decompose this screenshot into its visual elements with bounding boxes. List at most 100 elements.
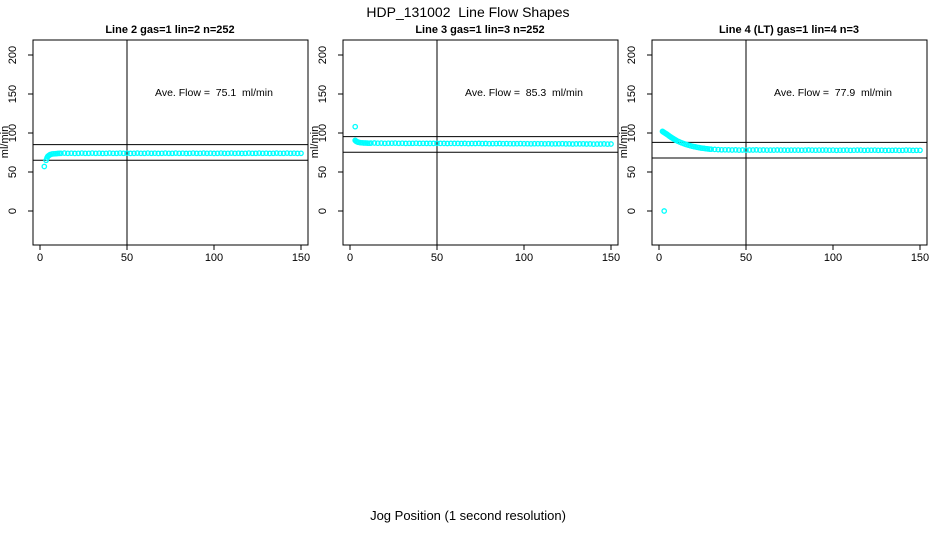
data-point — [266, 150, 273, 157]
data-point — [385, 140, 392, 147]
data-point — [538, 140, 545, 147]
data-point — [225, 150, 231, 157]
data-point — [528, 140, 534, 147]
data-point — [85, 150, 92, 157]
data-point — [781, 147, 788, 153]
ave-flow-annotation: Ave. Flow = 85.3 ml/min — [465, 87, 583, 99]
y-tick-label: 100 — [317, 124, 329, 142]
data-point — [608, 141, 614, 147]
data-point — [868, 147, 875, 154]
data-point — [368, 140, 374, 146]
data-point — [179, 150, 186, 157]
y-axis-label: ml/min — [309, 126, 321, 158]
data-point — [507, 140, 513, 147]
data-point — [92, 150, 99, 157]
plot-area: 0 50 100 150 0 50 100 150 200 — [317, 39, 620, 264]
data-point — [134, 150, 141, 156]
data-point — [68, 150, 75, 157]
data-point — [287, 150, 294, 157]
panel-line-2: Line 2 gas=1 lin=2 n=252 Ave. Flow = 75.… — [0, 24, 310, 264]
ave-flow-annotation: Ave. Flow = 77.9 ml/min — [774, 87, 892, 99]
data-point — [148, 150, 155, 157]
data-point — [75, 150, 82, 157]
data-point — [500, 140, 506, 147]
y-axis-label: ml/min — [618, 126, 630, 158]
x-tick-label: 50 — [740, 252, 752, 264]
data-point — [413, 140, 419, 147]
data-point — [826, 147, 833, 154]
data-point — [475, 140, 482, 147]
data-point — [64, 150, 71, 157]
data-point — [61, 150, 68, 156]
data-point — [840, 147, 847, 154]
data-point — [809, 147, 815, 153]
data-point — [587, 141, 593, 147]
data-point — [760, 147, 767, 153]
x-tick-label: 0 — [347, 252, 353, 264]
x-tick-label: 150 — [911, 252, 929, 264]
data-point — [805, 147, 812, 153]
data-point — [388, 140, 395, 147]
x-tick-label: 0 — [656, 252, 662, 264]
data-point — [580, 140, 587, 147]
data-point — [402, 140, 409, 147]
data-point — [847, 147, 854, 154]
x-tick-label: 0 — [37, 252, 43, 264]
data-point — [238, 150, 245, 157]
x-tick-label: 100 — [824, 252, 842, 264]
y-tick-label: 50 — [626, 166, 638, 178]
data-point — [715, 146, 722, 153]
data-point — [576, 141, 583, 147]
data-point — [889, 147, 896, 154]
data-point — [503, 140, 510, 147]
data-point — [461, 140, 468, 147]
data-point — [89, 150, 96, 156]
data-point — [96, 150, 103, 157]
data-point — [816, 147, 822, 153]
data-point — [252, 150, 259, 157]
data-point — [256, 150, 263, 156]
data-point — [524, 140, 531, 147]
data-point — [232, 150, 238, 157]
data-point — [573, 141, 580, 147]
data-point — [802, 147, 809, 153]
data-point — [750, 147, 756, 153]
data-point — [235, 150, 242, 157]
data-point — [757, 147, 763, 153]
data-point — [204, 150, 210, 157]
data-point — [458, 140, 465, 147]
data-point — [228, 150, 235, 156]
data-point — [162, 150, 169, 156]
data-point — [277, 150, 283, 157]
data-point — [158, 150, 165, 157]
data-point — [566, 140, 573, 147]
data-point — [590, 141, 597, 147]
data-point — [392, 140, 399, 146]
data-point — [434, 140, 440, 147]
data-point — [117, 150, 123, 156]
data-point — [861, 147, 868, 154]
data-point — [899, 147, 906, 154]
data-point — [770, 147, 777, 153]
data-point — [78, 150, 85, 156]
data-point — [798, 147, 805, 154]
data-point — [211, 150, 217, 157]
data-point — [352, 123, 359, 130]
data-point — [172, 150, 179, 156]
data-point — [155, 150, 162, 157]
data-point — [273, 150, 280, 156]
data-point — [138, 150, 144, 157]
data-point — [451, 140, 458, 147]
data-point — [885, 147, 892, 154]
data-point — [371, 140, 378, 146]
data-point — [197, 150, 203, 157]
x-tick-label: 100 — [515, 252, 533, 264]
data-point — [441, 140, 447, 147]
data-point — [521, 140, 527, 147]
data-point — [583, 141, 590, 147]
x-tick-label: 100 — [205, 252, 223, 264]
data-point — [594, 141, 600, 147]
data-point — [833, 147, 840, 154]
data-point — [245, 150, 252, 156]
data-point — [186, 150, 193, 157]
